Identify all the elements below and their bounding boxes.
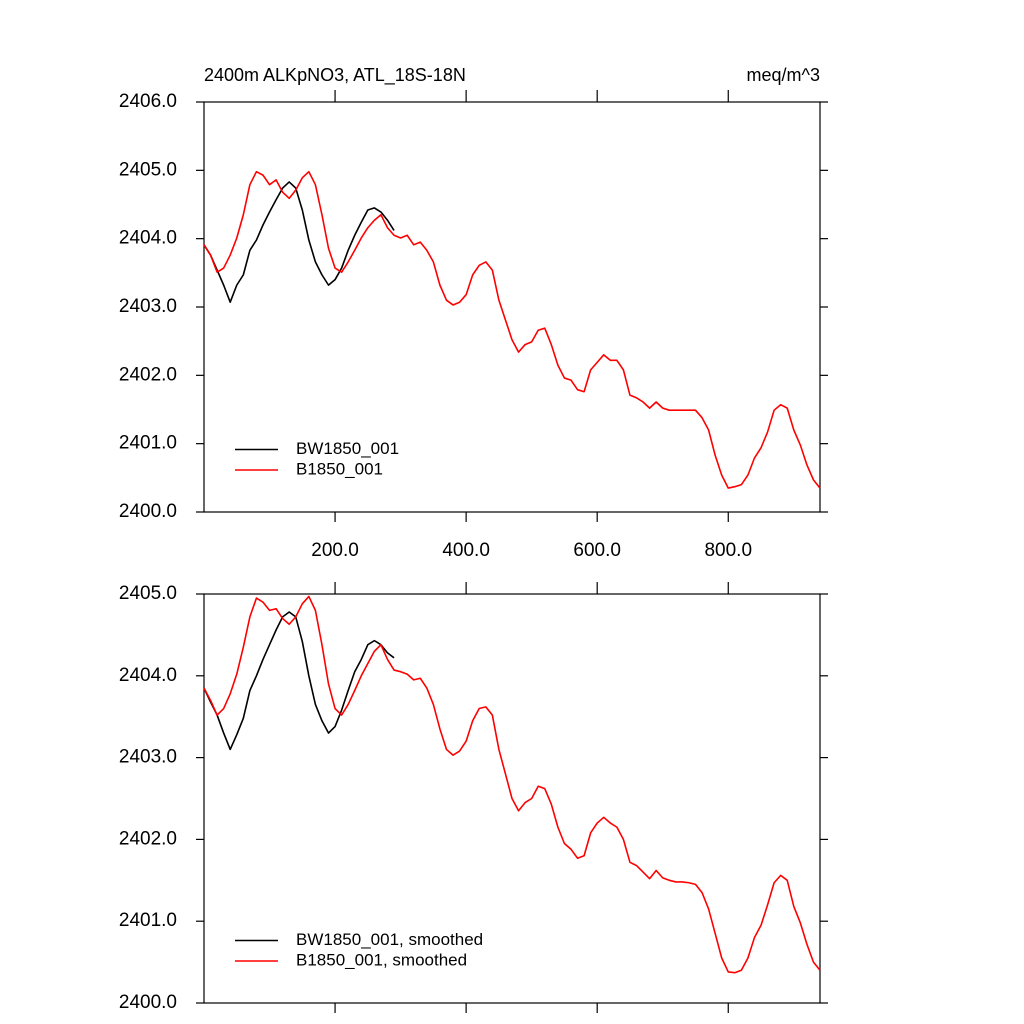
y-tick-label: 2404.0 xyxy=(119,665,177,686)
y-tick-label: 2401.0 xyxy=(119,433,177,454)
y-tick-label: 2403.0 xyxy=(119,747,177,768)
units-label: meq/m^3 xyxy=(747,65,820,85)
x-tick-label: 800.0 xyxy=(704,540,752,561)
data-line xyxy=(203,595,821,974)
legend-label: B1850_001 xyxy=(296,459,383,478)
x-tick-label: 600.0 xyxy=(573,540,621,561)
y-tick-label: 2405.0 xyxy=(119,159,177,180)
y-tick-label: 2403.0 xyxy=(119,296,177,317)
chart-title: 2400m ALKpNO3, ATL_18S-18N xyxy=(204,65,466,86)
x-tick-label: 400.0 xyxy=(442,540,490,561)
legend-label: BW1850_001, smoothed xyxy=(296,930,483,949)
plot-frame xyxy=(203,593,821,1004)
y-tick-label: 2402.0 xyxy=(119,828,177,849)
y-tick-label: 2404.0 xyxy=(119,228,177,249)
y-tick-label: 2400.0 xyxy=(119,501,177,522)
legend-label: BW1850_001 xyxy=(296,439,399,458)
y-tick-label: 2405.0 xyxy=(119,583,177,604)
y-tick-label: 2401.0 xyxy=(119,910,177,931)
y-tick-label: 2406.0 xyxy=(119,91,177,112)
y-tick-label: 2402.0 xyxy=(119,364,177,385)
data-line xyxy=(203,611,395,751)
x-tick-label: 200.0 xyxy=(311,540,359,561)
y-tick-label: 2400.0 xyxy=(119,992,177,1013)
data-line xyxy=(203,170,821,489)
data-line xyxy=(203,181,395,304)
legend-label: B1850_001, smoothed xyxy=(296,950,467,969)
